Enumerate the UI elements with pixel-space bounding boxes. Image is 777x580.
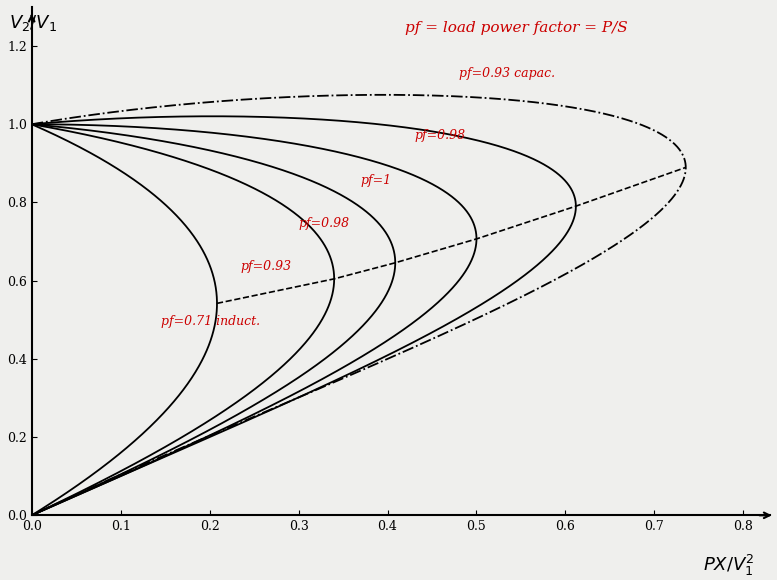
Text: pf = load power factor = P/S: pf = load power factor = P/S xyxy=(406,21,628,35)
Text: pf=1: pf=1 xyxy=(361,175,392,187)
Text: $PX/V_1^2$: $PX/V_1^2$ xyxy=(703,553,755,578)
Text: $V_2/V_1$: $V_2/V_1$ xyxy=(9,13,57,32)
Text: pf=0.93 capac.: pf=0.93 capac. xyxy=(458,67,555,80)
Text: pf=0.98: pf=0.98 xyxy=(414,129,465,143)
Text: pf=0.71 induct.: pf=0.71 induct. xyxy=(161,316,260,328)
Text: pf=0.98: pf=0.98 xyxy=(298,218,350,230)
Text: pf=0.93: pf=0.93 xyxy=(241,260,292,274)
